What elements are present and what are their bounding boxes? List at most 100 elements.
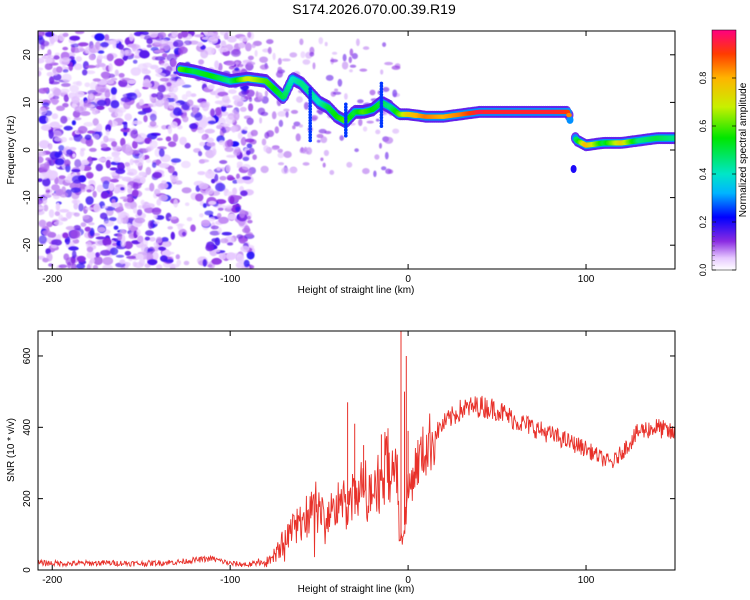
noise-blob <box>38 178 43 183</box>
noise-blob <box>79 111 91 116</box>
noise-blob <box>51 113 59 120</box>
noise-blob <box>207 264 213 268</box>
noise-blob <box>105 244 113 248</box>
noise-blob <box>73 199 78 204</box>
ridge-streak <box>308 90 313 94</box>
noise-blob <box>54 158 65 166</box>
noise-blob <box>362 126 368 132</box>
noise-blob <box>267 46 272 55</box>
noise-blob <box>53 88 62 97</box>
noise-blob <box>63 94 69 103</box>
noise-blob <box>210 225 219 230</box>
noise-blob <box>152 171 162 179</box>
noise-blob <box>154 56 166 61</box>
noise-blob <box>212 148 217 156</box>
noise-blob <box>88 222 95 226</box>
noise-blob <box>193 34 205 38</box>
noise-blob <box>47 143 53 150</box>
noise-blob <box>277 66 283 74</box>
noise-blob <box>331 51 338 55</box>
x-tick-label: 0 <box>405 575 411 586</box>
noise-blob <box>242 176 251 181</box>
noise-blob <box>217 207 224 211</box>
noise-blob <box>135 253 144 260</box>
noise-blob <box>38 115 49 124</box>
ridge-streak <box>379 124 384 128</box>
noise-blob <box>38 31 45 37</box>
noise-blob <box>254 50 258 57</box>
noise-blob <box>283 108 290 112</box>
noise-blob <box>248 103 254 112</box>
snr-frame <box>37 330 676 571</box>
snr-series-line <box>38 395 675 568</box>
noise-blob <box>102 180 110 190</box>
noise-blob <box>218 216 229 224</box>
noise-blob <box>55 202 61 212</box>
noise-blob <box>121 229 127 234</box>
noise-blob <box>44 63 53 70</box>
x-tick-label: -200 <box>42 274 62 285</box>
noise-blob <box>223 32 229 40</box>
noise-blob <box>149 120 157 127</box>
noise-blob <box>82 215 90 220</box>
noise-blob <box>82 69 88 76</box>
noise-blob <box>318 37 324 45</box>
noise-blob <box>148 31 159 38</box>
noise-blob <box>178 46 188 54</box>
noise-blob <box>120 187 125 191</box>
noise-blob <box>93 133 100 140</box>
noise-blob <box>337 78 343 87</box>
noise-blob <box>93 256 103 266</box>
noise-blob <box>84 226 92 232</box>
noise-blob <box>245 89 255 98</box>
noise-blob <box>41 195 48 205</box>
noise-blob <box>163 98 169 106</box>
noise-blob <box>86 246 94 253</box>
noise-blob <box>140 176 146 184</box>
noise-blob <box>101 205 108 209</box>
noise-blob <box>230 48 241 57</box>
noise-blob <box>259 117 263 124</box>
noise-blob <box>382 87 390 92</box>
noise-blob <box>224 60 236 66</box>
noise-blob <box>124 49 133 56</box>
noise-blob <box>211 238 219 243</box>
noise-blob <box>78 203 84 212</box>
noise-blob <box>100 71 111 79</box>
noise-blob <box>300 51 306 59</box>
noise-blob <box>349 64 357 68</box>
noise-blob <box>116 107 127 113</box>
noise-blob <box>199 200 205 207</box>
noise-blob <box>92 190 97 198</box>
noise-blob <box>70 229 81 239</box>
noise-blob <box>38 43 41 52</box>
noise-blob <box>217 227 222 235</box>
noise-blob <box>71 96 80 104</box>
noise-blob <box>110 77 118 81</box>
noise-blob <box>236 161 243 167</box>
noise-blob <box>251 43 256 49</box>
noise-blob <box>140 199 145 206</box>
spectrogram-x-axis-label: Height of straight line (km) <box>298 285 415 296</box>
spectrogram-ridge-layer <box>175 62 675 173</box>
noise-blob <box>158 162 170 169</box>
noise-blob <box>210 108 215 117</box>
noise-blob <box>194 112 203 121</box>
noise-blob <box>195 193 204 202</box>
noise-blob <box>281 167 289 175</box>
noise-blob <box>247 31 252 38</box>
noise-blob <box>131 120 143 125</box>
noise-blob <box>97 50 105 54</box>
noise-blob <box>153 49 164 53</box>
noise-blob <box>61 82 71 87</box>
noise-blob <box>173 94 178 103</box>
noise-blob <box>214 60 220 69</box>
noise-blob <box>114 69 119 77</box>
noise-blob <box>46 221 53 228</box>
noise-blob <box>169 74 179 78</box>
noise-blob <box>234 67 240 71</box>
noise-blob <box>68 62 74 72</box>
noise-blob <box>80 222 87 228</box>
noise-blob <box>108 63 113 72</box>
noise-blob <box>74 90 85 98</box>
